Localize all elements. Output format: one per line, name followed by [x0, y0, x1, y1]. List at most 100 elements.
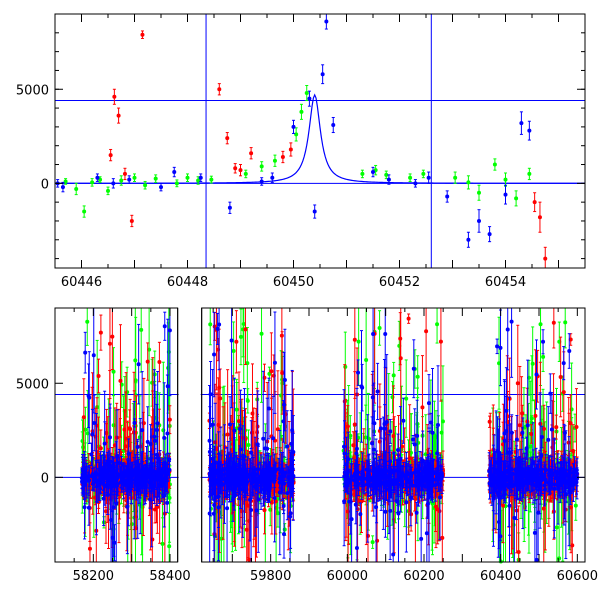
data-point — [96, 373, 101, 378]
data-point — [245, 398, 250, 403]
data-point — [85, 319, 90, 324]
data-point — [246, 442, 251, 447]
data-point — [421, 171, 426, 176]
data-point — [74, 186, 79, 191]
data-point — [259, 179, 264, 184]
data-point — [312, 209, 317, 214]
data-point — [288, 147, 293, 152]
data-point — [238, 168, 243, 173]
data-point — [153, 176, 158, 181]
data-point — [477, 218, 481, 223]
data-point — [343, 364, 348, 369]
data-point — [233, 166, 238, 171]
data-point — [143, 183, 148, 188]
data-point — [439, 430, 444, 435]
data-point — [291, 124, 296, 129]
data-point — [119, 178, 124, 183]
data-point — [348, 433, 353, 438]
data-point — [140, 32, 145, 37]
y-tick-label: 0 — [41, 177, 49, 192]
data-point — [82, 209, 87, 214]
x-tick-label: 60450 — [273, 275, 314, 290]
data-point — [172, 170, 177, 175]
data-point — [134, 526, 139, 531]
data-point — [573, 503, 578, 508]
data-point — [404, 396, 409, 401]
data-point — [231, 348, 236, 353]
data-point — [466, 180, 471, 185]
data-point — [527, 171, 532, 176]
data-point — [280, 154, 285, 159]
data-point — [541, 354, 546, 359]
data-point — [161, 428, 166, 433]
data-point — [511, 522, 516, 527]
data-point — [129, 218, 134, 223]
data-point — [435, 322, 440, 327]
data-point — [234, 407, 239, 412]
data-point — [527, 128, 532, 133]
data-point — [259, 164, 264, 169]
data-point — [370, 540, 375, 545]
model-curve — [55, 93, 586, 184]
data-point — [139, 327, 144, 332]
data-point — [363, 435, 368, 440]
data-point — [198, 175, 203, 180]
data-point — [331, 123, 336, 128]
data-point — [106, 188, 110, 193]
data-point — [538, 322, 543, 327]
data-point — [307, 96, 312, 101]
data-point — [243, 171, 248, 176]
data-point — [208, 322, 213, 327]
data-point — [132, 175, 137, 180]
x-tick-label: 60446 — [61, 275, 102, 290]
data-point — [530, 361, 535, 366]
data-series — [55, 13, 532, 248]
x-tick-label: 60448 — [167, 275, 208, 290]
data-point — [268, 507, 273, 512]
data-point — [118, 378, 123, 383]
x-tick-label: 60454 — [485, 275, 526, 290]
data-point — [415, 374, 420, 379]
data-point — [174, 181, 179, 186]
data-point — [227, 205, 232, 210]
data-point — [320, 72, 325, 77]
data-point — [127, 177, 132, 182]
data-point — [408, 175, 413, 180]
data-series — [108, 30, 548, 269]
data-point — [391, 373, 396, 378]
data-point — [304, 91, 309, 96]
data-point — [150, 537, 155, 542]
data-point — [122, 171, 127, 176]
plot-frame — [54, 13, 586, 269]
data-point — [384, 172, 389, 177]
x-tick-label: 60452 — [379, 275, 420, 290]
data-point — [108, 153, 113, 158]
data-point — [445, 194, 450, 199]
data-point — [532, 200, 537, 205]
data-point — [112, 94, 117, 99]
data-point — [185, 175, 190, 180]
data-point — [324, 19, 329, 24]
data-point — [529, 420, 534, 425]
data-point — [503, 177, 508, 182]
data-point — [107, 341, 112, 346]
data-series — [63, 84, 532, 218]
data-point — [241, 322, 246, 327]
data-point — [364, 358, 369, 363]
data-point — [272, 158, 277, 163]
data-point — [238, 334, 243, 339]
data-point — [282, 527, 287, 532]
data-point — [294, 132, 299, 137]
data-point — [259, 331, 264, 336]
data-point — [111, 369, 116, 374]
y-tick-label: 5000 — [16, 83, 49, 98]
data-point — [356, 339, 361, 344]
data-point — [160, 541, 165, 546]
data-point — [426, 175, 431, 180]
data-point — [543, 256, 548, 261]
data-point — [360, 171, 365, 176]
data-point — [110, 334, 115, 339]
data-point — [503, 192, 508, 197]
